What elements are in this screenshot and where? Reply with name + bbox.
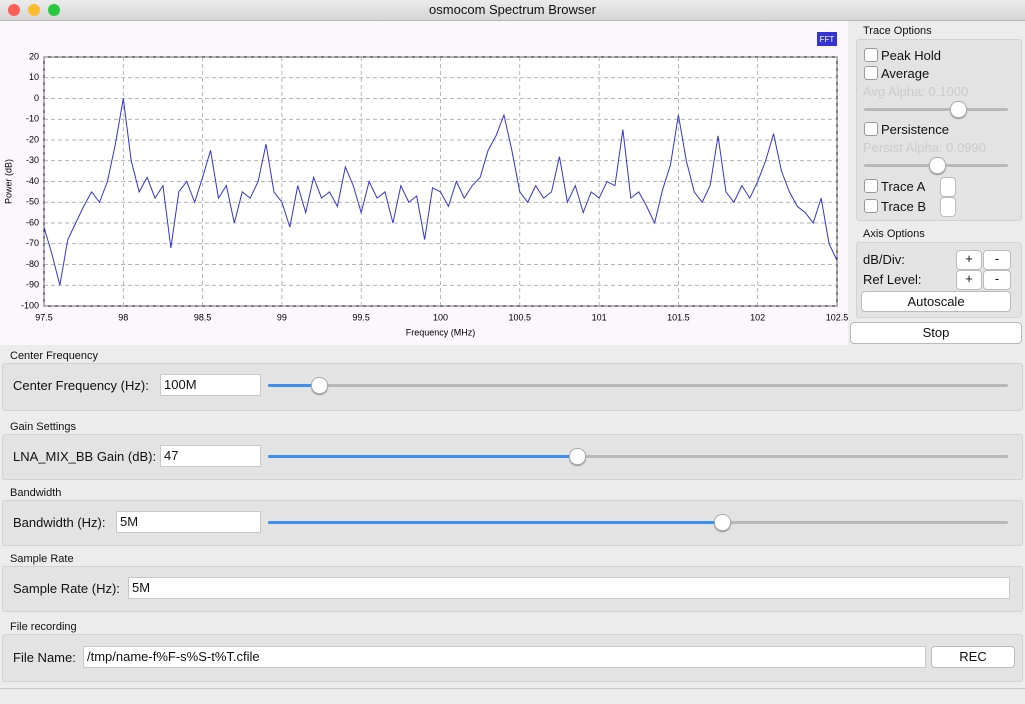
x-tick-label: 101 xyxy=(592,312,607,322)
checkbox-label: Peak Hold xyxy=(881,48,941,63)
trace-options-panel xyxy=(856,39,1022,221)
title-bar: osmocom Spectrum Browser xyxy=(0,0,1025,21)
plus-button[interactable]: + xyxy=(956,250,982,270)
spectrum-chart: 20100-10-20-30-40-50-60-70-80-90-10097.5… xyxy=(0,21,848,345)
legend-label: FFT xyxy=(820,35,835,44)
rec-button[interactable]: REC xyxy=(931,646,1015,668)
slider-fill xyxy=(268,384,319,387)
slider-track xyxy=(268,455,1008,458)
group-title: Trace Options xyxy=(863,25,932,37)
group-title: Center Frequency xyxy=(10,350,99,362)
window-title: osmocom Spectrum Browser xyxy=(429,2,596,17)
checkbox[interactable] xyxy=(864,66,878,80)
slider-handle[interactable] xyxy=(569,448,586,465)
legend-swatch xyxy=(817,32,837,46)
x-tick-label: 97.5 xyxy=(35,312,53,322)
group-panel xyxy=(2,363,1023,411)
y-tick-label: -40 xyxy=(26,176,39,186)
group-title: File recording xyxy=(10,621,77,633)
slider-handle[interactable] xyxy=(929,157,946,174)
trace-line xyxy=(43,98,838,286)
color-button[interactable] xyxy=(940,197,956,217)
y-tick-label: -10 xyxy=(26,114,39,124)
x-tick-label: 102 xyxy=(750,312,765,322)
minimize-button[interactable] xyxy=(28,4,40,16)
x-tick-label: 101.5 xyxy=(667,312,690,322)
text-input[interactable]: 5M xyxy=(128,577,1010,599)
slider-fill xyxy=(268,521,722,524)
y-tick-label: -90 xyxy=(26,280,39,290)
text-input[interactable]: 5M xyxy=(116,511,261,533)
value: 0.0990 xyxy=(946,140,986,155)
x-tick-label: 100.5 xyxy=(509,312,532,322)
x-tick-label: 98 xyxy=(118,312,128,322)
x-tick-label: 99 xyxy=(277,312,287,322)
label: Avg Alpha: xyxy=(863,84,925,99)
slider-handle[interactable] xyxy=(950,101,967,118)
y-tick-label: -20 xyxy=(26,134,39,144)
y-tick-label: -50 xyxy=(26,197,39,207)
disabled-label: Avg Alpha: 0.1000 xyxy=(863,84,968,99)
x-tick-label: 100 xyxy=(433,312,448,322)
y-tick-label: -30 xyxy=(26,155,39,165)
slider-track xyxy=(864,108,1008,111)
y-tick-label: -60 xyxy=(26,217,39,227)
disabled-label: Persist Alpha: 0.0990 xyxy=(863,140,986,155)
checkbox-label: Trace B xyxy=(881,199,927,214)
y-tick-label: -80 xyxy=(26,259,39,269)
group-title: Gain Settings xyxy=(10,421,77,433)
stop-button[interactable]: Stop xyxy=(850,322,1022,344)
value: 0.1000 xyxy=(928,84,969,99)
x-tick-label: 99.5 xyxy=(352,312,370,322)
slider-handle[interactable] xyxy=(311,377,328,394)
label: Bandwidth (Hz): xyxy=(13,515,106,530)
group-title: Bandwidth xyxy=(10,487,62,499)
label: LNA_MIX_BB Gain (dB): xyxy=(13,449,157,464)
text-input[interactable]: 100M xyxy=(160,374,261,396)
minus-button[interactable]: - xyxy=(983,250,1011,270)
label: Sample Rate (Hz): xyxy=(13,581,120,596)
y-tick-label: 20 xyxy=(29,51,39,61)
zoom-button[interactable] xyxy=(48,4,60,16)
x-tick-label: 102.5 xyxy=(826,312,848,322)
color-button[interactable] xyxy=(940,177,956,197)
x-axis-label: Frequency (MHz) xyxy=(406,327,476,337)
y-axis-label: Power (dB) xyxy=(3,159,13,204)
separator xyxy=(0,688,1025,689)
checkbox[interactable] xyxy=(864,199,878,213)
checkbox[interactable] xyxy=(864,122,878,136)
slider-handle[interactable] xyxy=(714,514,731,531)
checkbox[interactable] xyxy=(864,179,878,193)
close-button[interactable] xyxy=(8,4,20,16)
y-tick-label: -100 xyxy=(21,300,39,310)
plus-button[interactable]: + xyxy=(956,270,982,290)
y-tick-label: 10 xyxy=(29,72,39,82)
label: Center Frequency (Hz): xyxy=(13,378,149,393)
minus-button[interactable]: - xyxy=(983,270,1011,290)
text-input[interactable]: 47 xyxy=(160,445,261,467)
autoscale-button[interactable]: Autoscale xyxy=(861,291,1011,312)
checkbox-label: Persistence xyxy=(881,122,949,137)
label: File Name: xyxy=(13,650,76,665)
x-tick-label: 98.5 xyxy=(194,312,212,322)
y-tick-label: 0 xyxy=(34,93,39,103)
label: dB/Div: xyxy=(863,252,905,267)
slider-fill xyxy=(268,455,577,458)
y-tick-label: -70 xyxy=(26,238,39,248)
checkbox-label: Average xyxy=(881,66,930,81)
checkbox[interactable] xyxy=(864,48,878,62)
checkbox-label: Trace A xyxy=(881,179,926,194)
group-title: Axis Options xyxy=(863,228,925,240)
text-input[interactable]: /tmp/name-f%F-s%S-t%T.cfile xyxy=(83,646,926,668)
label: Persist Alpha: xyxy=(863,140,943,155)
group-title: Sample Rate xyxy=(10,553,74,565)
label: Ref Level: xyxy=(863,272,922,287)
slider-track xyxy=(268,384,1008,387)
